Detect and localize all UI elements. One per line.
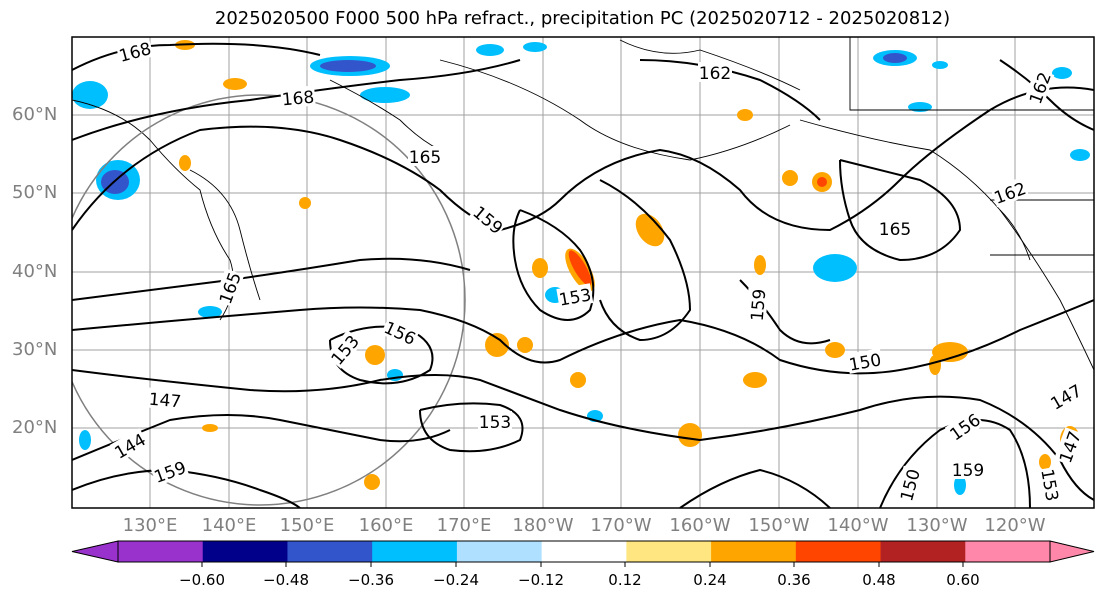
colorbar-tick-label: −0.60 — [179, 571, 225, 589]
contour-label: 162 — [699, 64, 731, 84]
longitude-label: 160°E — [358, 515, 414, 536]
latitude-label: 40°N — [12, 261, 58, 282]
longitude-label: 120°W — [984, 515, 1046, 536]
longitude-label: 140°E — [201, 515, 257, 536]
colorbar-tick-label: 0.60 — [946, 571, 980, 589]
refractivity-contours — [72, 42, 1094, 508]
contour-label: 159 — [952, 461, 984, 481]
contour-label: 165 — [409, 148, 441, 168]
contour-label: 168 — [281, 88, 315, 111]
longitude-label: 150°W — [748, 515, 810, 536]
colorbar-segment — [711, 541, 797, 562]
latitude-label: 50°N — [12, 182, 58, 203]
colorbar-segment — [372, 541, 458, 562]
colorbar — [71, 540, 1095, 567]
colorbar-segment — [287, 541, 373, 562]
colorbar-segment — [202, 541, 288, 562]
latitude-label: 60°N — [12, 104, 58, 125]
contour-label: 165 — [879, 220, 911, 240]
longitude-label: 170°W — [590, 515, 652, 536]
colorbar-extend-low — [71, 540, 119, 563]
contour-label: 153 — [479, 413, 511, 433]
map-title: 2025020500 F000 500 hPa refract., precip… — [214, 8, 951, 29]
longitude-label: 170°E — [436, 515, 492, 536]
colorbar-tick-label: 0.48 — [862, 571, 896, 589]
contour-label: 147 — [148, 390, 182, 413]
colorbar-segment — [456, 541, 543, 562]
precip-shading — [72, 40, 1090, 495]
longitude-label: 130°E — [122, 515, 178, 536]
longitude-label: 150°E — [279, 515, 335, 536]
colorbar-extend-high — [1049, 540, 1095, 563]
colorbar-segment — [795, 541, 882, 562]
colorbar-tick-label: 0.24 — [693, 571, 727, 589]
longitude-label: 180°W — [512, 515, 574, 536]
contour-label: 159 — [748, 288, 771, 322]
colorbar-segment — [880, 541, 966, 562]
colorbar-segment — [626, 541, 712, 562]
colorbar-tick-label: −0.36 — [348, 571, 394, 589]
colorbar-tick-label: −0.24 — [433, 571, 479, 589]
colorbar-segment — [541, 541, 627, 562]
longitude-label: 140°W — [827, 515, 889, 536]
colorbar-tick-label: 0.12 — [608, 571, 642, 589]
colorbar-tick-label: −0.48 — [263, 571, 309, 589]
map-border — [71, 36, 1095, 509]
longitude-label: 130°W — [906, 515, 968, 536]
colorbar-segment — [965, 541, 1051, 562]
coastlines — [72, 37, 1094, 371]
latitude-label: 30°N — [12, 339, 58, 360]
range-ring — [72, 94, 466, 506]
longitude-label: 160°W — [669, 515, 731, 536]
colorbar-segment — [118, 541, 204, 562]
latitude-label: 20°N — [12, 417, 58, 438]
colorbar-tick-label: −0.12 — [518, 571, 564, 589]
colorbar-tick-label: 0.36 — [777, 571, 811, 589]
